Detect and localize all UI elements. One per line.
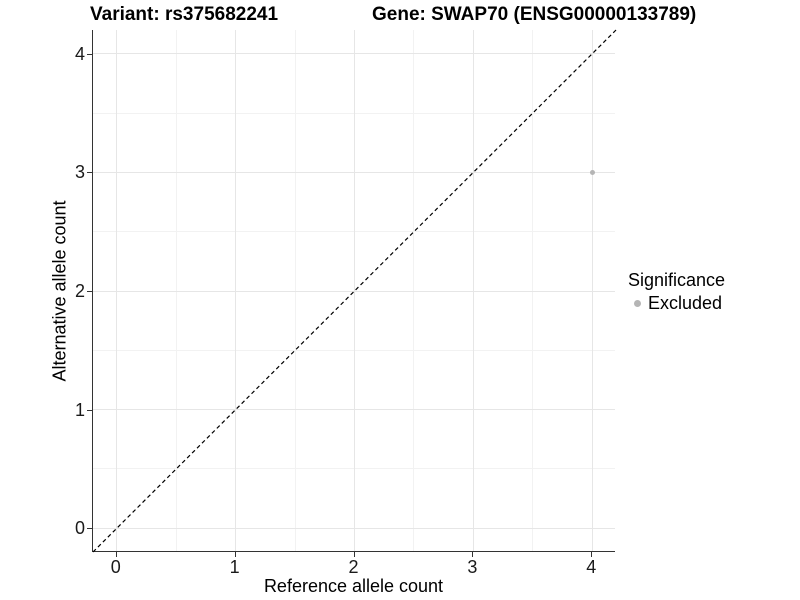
y-tick-label: 4	[74, 43, 85, 64]
plot-panel	[92, 29, 617, 553]
grid-line-major-y	[93, 53, 615, 55]
y-tick-mark	[87, 172, 92, 174]
y-tick-label: 1	[74, 399, 85, 420]
y-tick-mark	[87, 291, 92, 292]
x-tick-label: 1	[229, 557, 240, 577]
x-tick-label: 0	[110, 557, 121, 577]
plot-title-gene: Gene: SWAP70 (ENSG00000133789)	[372, 4, 697, 25]
legend-title: Significance	[628, 270, 726, 290]
grid-line-major-y	[93, 290, 615, 292]
y-tick-mark	[87, 53, 92, 55]
x-tick-mark	[353, 552, 355, 557]
grid-line-major-y	[93, 527, 615, 529]
legend: Significance Excluded	[628, 270, 725, 314]
plot-title-variant: Variant: rs375682241	[90, 4, 279, 25]
y-tick-label: 0	[74, 518, 85, 539]
legend-item-label: Excluded	[648, 293, 723, 313]
y-tick-label: 2	[74, 281, 85, 301]
legend-item-excluded: Excluded	[628, 293, 725, 314]
identity-reference-line	[92, 29, 617, 553]
y-tick-mark	[87, 528, 92, 530]
x-tick-label: 2	[348, 557, 359, 577]
legend-point-icon	[634, 300, 641, 307]
y-axis-title: Alternative allele count	[49, 200, 70, 382]
x-tick-label: 4	[586, 557, 597, 577]
x-tick-mark	[472, 552, 474, 557]
grid-line-major-y	[93, 409, 615, 411]
x-tick-mark	[591, 552, 593, 557]
y-tick-mark	[87, 409, 92, 411]
x-tick-mark	[234, 552, 236, 557]
grid-line-major-y	[93, 171, 615, 173]
x-tick-mark	[115, 552, 117, 557]
data-point	[589, 169, 595, 175]
y-tick-label: 3	[74, 162, 85, 183]
x-tick-label: 3	[467, 557, 478, 577]
x-axis-title: Reference allele count	[263, 576, 444, 596]
